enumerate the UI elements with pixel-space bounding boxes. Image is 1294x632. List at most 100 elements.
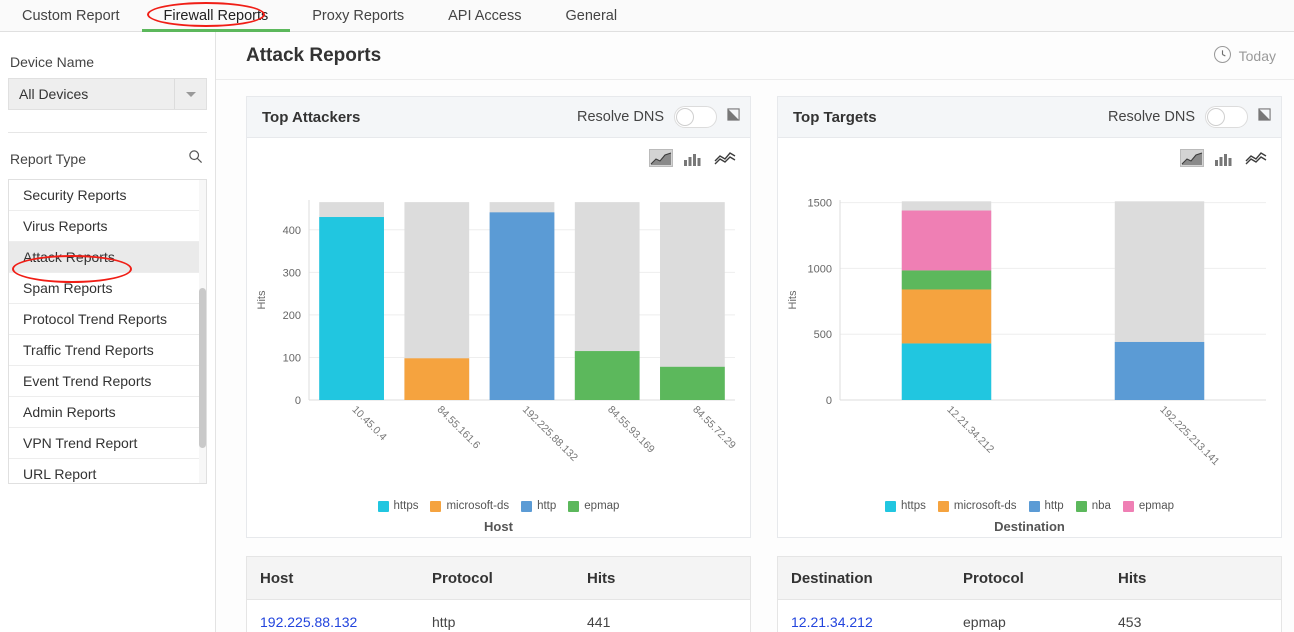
legend-item-epmap[interactable]: epmap bbox=[1122, 500, 1175, 512]
legend-swatch bbox=[937, 500, 949, 512]
svg-text:0: 0 bbox=[295, 395, 301, 407]
legend-swatch bbox=[1122, 500, 1134, 512]
device-name-select[interactable]: All Devices bbox=[8, 78, 207, 110]
top-tab-bar: Custom Report Firewall Reports Proxy Rep… bbox=[0, 0, 1294, 32]
legend-label: microsoft-ds bbox=[446, 500, 510, 512]
expand-icon[interactable] bbox=[1258, 108, 1271, 126]
resolve-dns-toggle[interactable] bbox=[1205, 106, 1248, 128]
area-chart-icon[interactable] bbox=[1180, 149, 1204, 167]
bar-chart-icon[interactable] bbox=[1214, 150, 1234, 166]
clock-icon bbox=[1213, 45, 1232, 67]
panels-row: Top Attackers Resolve DNS bbox=[216, 80, 1294, 538]
expand-icon[interactable] bbox=[727, 108, 740, 126]
chart-svg-targets: 0 500 1000 1500 12.21.34.212 192.225.213.141 H… bbox=[787, 198, 1266, 468]
legend-item-microsoft-ds[interactable]: microsoft-ds bbox=[937, 500, 1017, 512]
tab-custom-report[interactable]: Custom Report bbox=[0, 0, 142, 31]
device-name-value: All Devices bbox=[19, 86, 89, 102]
x-axis-label: Destination bbox=[994, 519, 1065, 534]
tab-api-access[interactable]: API Access bbox=[426, 0, 543, 31]
column-header: Destination bbox=[791, 569, 873, 587]
tab-firewall-reports[interactable]: Firewall Reports bbox=[141, 0, 291, 32]
legend-label: http bbox=[537, 500, 557, 512]
page-title: Attack Reports bbox=[246, 44, 382, 66]
sidebar-item-vpn-trend-report[interactable]: VPN Trend Report bbox=[9, 428, 206, 459]
line-chart-icon[interactable] bbox=[1245, 150, 1267, 166]
sidebar-item-label: Spam Reports bbox=[23, 280, 113, 296]
chart-legend-targets: https microsoft-ds http nba epmap bbox=[778, 500, 1281, 512]
plot-attackers: 0 100 200 300 400 10.45.0.4 84.55.161.6 192.225… bbox=[247, 190, 750, 538]
sidebar-item-security-reports[interactable]: Security Reports bbox=[9, 180, 206, 211]
report-type-scrollbar-track[interactable] bbox=[199, 180, 206, 483]
legend-label: epmap bbox=[584, 500, 620, 512]
tab-proxy-reports[interactable]: Proxy Reports bbox=[290, 0, 426, 31]
chart-container-attackers: 0 100 200 300 400 10.45.0.4 84.55.161.6 192.225… bbox=[246, 138, 751, 538]
sidebar-item-virus-reports[interactable]: Virus Reports bbox=[9, 211, 206, 242]
sidebar-item-url-report[interactable]: URL Report bbox=[9, 459, 206, 483]
report-type-scrollbar-thumb[interactable] bbox=[199, 288, 206, 448]
legend-swatch bbox=[1028, 500, 1040, 512]
table-header-row: Destination Protocol Hits bbox=[778, 557, 1281, 600]
legend-swatch bbox=[430, 500, 442, 512]
legend-swatch bbox=[377, 500, 389, 512]
line-chart-icon[interactable] bbox=[714, 150, 736, 166]
sidebar-divider bbox=[8, 132, 207, 133]
panel-top-attackers: Top Attackers Resolve DNS bbox=[246, 96, 751, 538]
legend-item-microsoft-ds[interactable]: microsoft-ds bbox=[430, 500, 509, 512]
destination-link[interactable]: 12.21.34.212 bbox=[791, 614, 873, 630]
hits-cell: 441 bbox=[587, 614, 611, 630]
legend-item-http[interactable]: http bbox=[521, 500, 556, 512]
sidebar-item-label: Attack Reports bbox=[23, 249, 115, 265]
chart-legend-attackers: https microsoft-ds http epmap bbox=[247, 500, 750, 512]
main-content: Attack Reports Today Top Attackers bbox=[216, 32, 1294, 632]
legend-label: microsoft-ds bbox=[953, 500, 1017, 512]
sidebar-item-admin-reports[interactable]: Admin Reports bbox=[9, 397, 206, 428]
legend-item-nba[interactable]: nba bbox=[1075, 500, 1111, 512]
legend-item-http[interactable]: http bbox=[1028, 500, 1064, 512]
svg-text:Hits: Hits bbox=[787, 290, 799, 309]
svg-text:200: 200 bbox=[283, 310, 301, 322]
panel-title: Top Targets bbox=[793, 108, 877, 126]
area-chart-icon[interactable] bbox=[649, 149, 673, 167]
svg-text:1500: 1500 bbox=[808, 198, 832, 210]
chart-type-toolbar bbox=[1180, 149, 1267, 167]
period-selector[interactable]: Today bbox=[1213, 45, 1276, 67]
column-header: Host bbox=[260, 569, 294, 587]
legend-label: epmap bbox=[1138, 500, 1175, 512]
tables-row: Host Protocol Hits 192.225.88.132 http 4… bbox=[216, 538, 1294, 632]
tab-label: Firewall Reports bbox=[163, 7, 269, 24]
legend-swatch bbox=[1075, 500, 1087, 512]
svg-text:300: 300 bbox=[283, 267, 301, 279]
legend-item-https[interactable]: https bbox=[884, 500, 926, 512]
legend-item-epmap[interactable]: epmap bbox=[568, 500, 619, 512]
tab-label: General bbox=[565, 7, 618, 24]
svg-text:1000: 1000 bbox=[808, 263, 832, 275]
panel-header: Top Attackers Resolve DNS bbox=[246, 96, 751, 138]
tab-general[interactable]: General bbox=[543, 0, 639, 31]
svg-text:84.55.161.6: 84.55.161.6 bbox=[435, 404, 483, 452]
column-header: Hits bbox=[1118, 569, 1147, 587]
column-header: Protocol bbox=[963, 569, 1024, 587]
table-row[interactable]: 12.21.34.212 epmap 453 bbox=[778, 600, 1281, 632]
sidebar-item-attack-reports[interactable]: Attack Reports bbox=[9, 242, 206, 273]
sidebar-item-spam-reports[interactable]: Spam Reports bbox=[9, 273, 206, 304]
sidebar-item-event-trend-reports[interactable]: Event Trend Reports bbox=[9, 366, 206, 397]
tab-label: Custom Report bbox=[22, 7, 120, 24]
host-link[interactable]: 192.225.88.132 bbox=[260, 614, 358, 630]
sidebar-item-traffic-trend-reports[interactable]: Traffic Trend Reports bbox=[9, 335, 206, 366]
search-icon[interactable] bbox=[188, 149, 203, 169]
legend-swatch bbox=[568, 500, 580, 512]
chevron-down-icon[interactable] bbox=[174, 79, 206, 109]
table-top-targets: Destination Protocol Hits 12.21.34.212 e… bbox=[777, 556, 1282, 632]
bar-chart-icon[interactable] bbox=[683, 150, 703, 166]
legend-item-https[interactable]: https bbox=[377, 500, 418, 512]
svg-text:0: 0 bbox=[826, 395, 832, 407]
legend-label: nba bbox=[1091, 500, 1111, 512]
period-label: Today bbox=[1238, 47, 1276, 64]
left-sidebar: Device Name All Devices Report Type Secu… bbox=[0, 32, 216, 632]
resolve-dns-toggle[interactable] bbox=[674, 106, 717, 128]
table-row[interactable]: 192.225.88.132 http 441 bbox=[247, 600, 750, 632]
sidebar-item-protocol-trend-reports[interactable]: Protocol Trend Reports bbox=[9, 304, 206, 335]
svg-text:84.55.72.29: 84.55.72.29 bbox=[690, 404, 738, 452]
svg-text:100: 100 bbox=[283, 352, 301, 364]
